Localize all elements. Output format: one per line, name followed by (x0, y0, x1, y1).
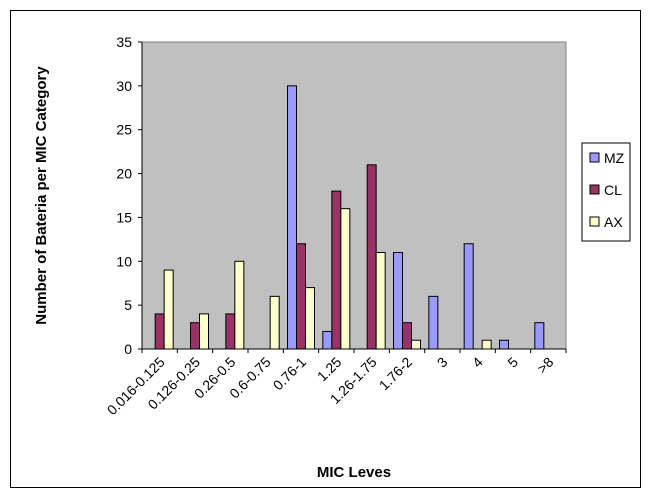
bar-ax-3 (269, 295, 280, 350)
bar-ax-2 (234, 260, 245, 350)
bar-cl-4 (296, 243, 306, 350)
bar-cl-6 (366, 164, 377, 350)
bar-cl-7 (402, 322, 412, 350)
x-tick-label: 5 (504, 354, 521, 371)
y-tick-label: 10 (116, 253, 132, 269)
bar-ax-1 (199, 313, 209, 350)
plot-area (141, 41, 567, 350)
x-tick-label: 4 (469, 354, 486, 371)
y-tick-label: 35 (116, 34, 132, 50)
y-tick-label: 5 (124, 297, 132, 313)
bar-ax-9 (481, 339, 492, 350)
bar-mz-5 (322, 330, 333, 350)
x-ticks-group: 0.016-0.1250.126-0.250.26-0.50.6-0.750.7… (104, 349, 567, 418)
y-axis-title: Number of Bateria per MIC Category (33, 66, 50, 325)
bar-ax-4 (305, 287, 315, 350)
x-axis-title: MIC Leves (317, 464, 391, 481)
x-tick-label: 1.76-2 (376, 354, 416, 394)
y-ticks-group: 0 5 10 15 20 25 30 35 (116, 34, 142, 357)
legend: MZ CL AX (581, 142, 631, 242)
x-tick-label: >8 (534, 354, 557, 377)
bar-ax-7 (411, 339, 421, 350)
bar-mz-8 (428, 295, 439, 350)
bar-mz-4 (287, 85, 297, 350)
bar-cl-5 (331, 190, 342, 350)
legend-label-cl: CL (604, 182, 622, 198)
y-tick-label: 15 (116, 209, 132, 225)
bar-cl-2 (225, 313, 236, 350)
legend-swatch-ax (589, 216, 600, 227)
x-tick-label: 0.76-1 (270, 354, 310, 394)
bar-mz-7 (393, 252, 403, 350)
legend-swatch-mz (589, 152, 600, 163)
bar-cl-1 (190, 322, 200, 350)
bar-cl-0 (154, 313, 165, 350)
legend-label-mz: MZ (604, 150, 625, 166)
y-tick-label: 20 (116, 166, 132, 182)
bar-ax-5 (340, 208, 351, 350)
legend-label-ax: AX (604, 214, 623, 230)
bar-ax-0 (163, 269, 174, 350)
bar-mz-11 (534, 322, 545, 350)
bar-mz-9 (463, 243, 474, 350)
bar-ax-6 (375, 252, 386, 350)
x-tick-label: 1.25 (314, 354, 345, 385)
y-tick-label: 25 (116, 122, 132, 138)
y-tick-label: 0 (124, 341, 132, 357)
legend-swatch-cl (589, 184, 600, 195)
x-tick-label: 3 (434, 354, 451, 371)
bar-mz-10 (499, 339, 509, 350)
y-tick-label: 30 (116, 78, 132, 94)
